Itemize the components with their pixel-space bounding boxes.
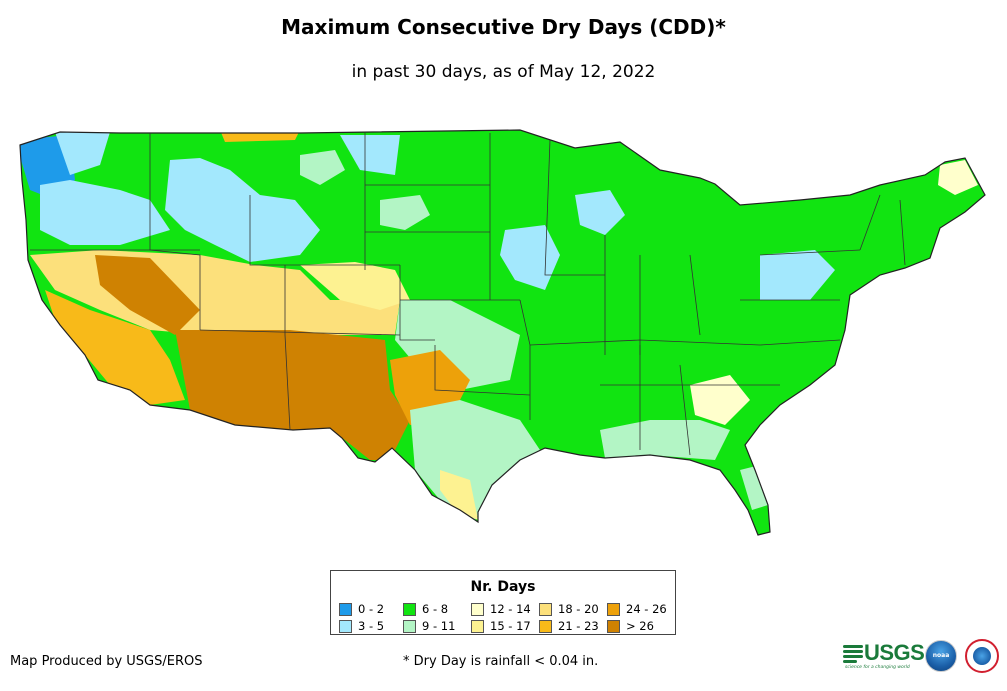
legend-label: 15 - 17 [490, 619, 531, 633]
legend-swatch [403, 602, 416, 616]
region-nevada-gt-26 [95, 255, 200, 335]
legend-label: 3 - 5 [358, 619, 385, 633]
legend: Nr. Days 0 - 2 3 - 5 6 - 8 9 - 11 12 - 1… [330, 570, 676, 635]
legend-label: 0 - 2 [358, 602, 385, 616]
agency-logos: USGS science for a changing world noaa [843, 638, 1003, 678]
legend-label: > 26 [626, 619, 654, 633]
legend-item: > 26 [607, 618, 675, 634]
legend-swatch [339, 619, 352, 633]
legend-swatch [539, 602, 552, 616]
region-oregon-3-5 [40, 180, 170, 245]
state-borders [30, 133, 906, 456]
legend-label: 24 - 26 [626, 602, 667, 616]
legend-grid: 0 - 2 3 - 5 6 - 8 9 - 11 12 - 14 15 - 17… [339, 601, 675, 634]
noaa-wordmark: noaa [932, 652, 950, 659]
dry-day-footnote: * Dry Day is rainfall < 0.04 in. [403, 654, 599, 669]
map-title: Maximum Consecutive Dry Days (CDD)* [281, 15, 726, 39]
legend-item: 6 - 8 [403, 601, 471, 617]
region-georgia-12-14 [690, 375, 750, 425]
us-outline [19, 129, 986, 536]
usgs-logo: USGS [843, 640, 925, 665]
region-gulf-coast-9-11 [600, 420, 730, 460]
region-colorado-15-17 [300, 262, 410, 310]
usgs-wave-icon [843, 644, 863, 663]
noaa-logo-icon: noaa [925, 640, 957, 672]
legend-item: 0 - 2 [339, 601, 403, 617]
legend-title: Nr. Days [470, 579, 536, 595]
region-montana-9-11 [300, 150, 345, 185]
region-n-washington-3-5 [55, 132, 110, 175]
legend-label: 12 - 14 [490, 602, 531, 616]
legend-item: 15 - 17 [471, 618, 539, 634]
region-wisconsin-3-5 [575, 190, 625, 235]
us-map [19, 129, 986, 536]
legend-swatch [607, 602, 620, 616]
legend-item: 12 - 14 [471, 601, 539, 617]
region-california-21-23 [45, 290, 185, 405]
region-sd-9-11 [380, 195, 430, 230]
region-maine-12-14 [938, 160, 978, 195]
map-subtitle: in past 30 days, as of May 12, 2022 [351, 62, 656, 82]
legend-item: 21 - 23 [539, 618, 607, 634]
legend-swatch [403, 619, 416, 633]
legend-swatch [607, 619, 620, 633]
region-nd-west-3-5 [340, 135, 400, 175]
legend-item: 9 - 11 [403, 618, 471, 634]
legend-swatch [471, 602, 484, 616]
legend-label: 9 - 11 [422, 619, 456, 633]
legend-swatch [539, 619, 552, 633]
legend-item: 18 - 20 [539, 601, 607, 617]
usgs-tagline: science for a changing world [845, 665, 910, 670]
nws-logo-icon [965, 639, 999, 673]
legend-label: 18 - 20 [558, 602, 599, 616]
usgs-wordmark: USGS [864, 640, 925, 665]
legend-item: 3 - 5 [339, 618, 403, 634]
legend-item: 24 - 26 [607, 601, 675, 617]
region-s-texas-15-17 [440, 470, 478, 520]
legend-swatch [471, 619, 484, 633]
region-pa-3-5 [760, 250, 835, 300]
producer-credit: Map Produced by USGS/EROS [10, 654, 203, 669]
legend-label: 6 - 8 [422, 602, 449, 616]
region-idaho-wy-3-5 [165, 158, 320, 262]
legend-swatch [339, 602, 352, 616]
region-southwest-gt-26 [175, 330, 410, 460]
region-mt-north-21-23 [220, 130, 300, 142]
legend-label: 21 - 23 [558, 619, 599, 633]
